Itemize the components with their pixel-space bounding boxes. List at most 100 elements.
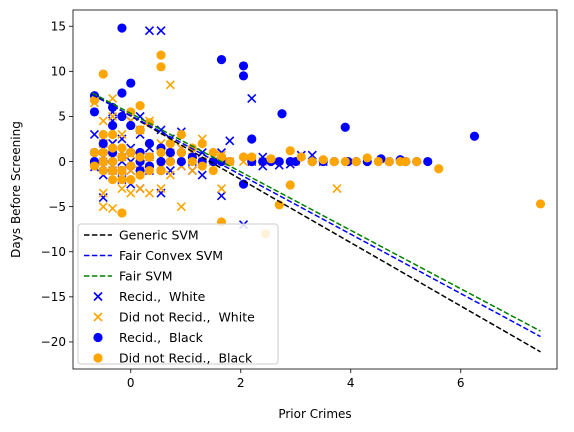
circle-marker-point [296,152,306,162]
circle-marker-point [362,153,372,163]
legend-entry-label: Fair Convex SVM [119,248,223,263]
circle-marker-point [126,147,136,158]
circle-marker-point [117,208,127,218]
circle-marker-point [277,109,287,119]
x-marker-point [126,188,136,198]
x-marker-point [156,184,166,194]
circle-marker-point [176,129,186,140]
legend-entry-label: Did not Recid., Black [119,351,253,366]
x-marker-point [117,129,127,140]
x-axis-label: Prior Crimes [278,407,351,421]
x-marker-point [332,184,342,194]
x-marker-point [247,93,257,103]
x-tick-label: 6 [457,376,465,390]
circle-marker-point [156,156,166,167]
y-tick-label: −5 [48,200,66,214]
circle-marker-point [144,138,155,149]
x-marker-point [144,188,155,198]
x-marker-point [144,26,155,36]
x-tick-label: 0 [127,376,135,390]
y-tick-label: 15 [51,20,66,34]
y-tick-label: 0 [58,155,66,169]
x-marker-point [176,202,186,212]
circle-marker-point [307,156,317,167]
x-marker-point [89,129,100,140]
x-marker-point [156,26,166,36]
circle-marker-point [238,61,249,71]
circle-marker-point [98,69,108,79]
plot-frame [72,9,558,370]
circle-marker-point [285,146,295,156]
circle-marker-point [225,156,235,167]
circle-marker-point [89,147,100,158]
circle-marker-point [208,147,218,158]
circle-marker-point [126,174,136,185]
circle-marker-point [535,199,546,209]
circle-marker-point [117,88,127,98]
circle-marker-point [98,138,108,149]
circle-marker-point [373,156,383,167]
x-marker-point [135,184,145,194]
circle-marker-point [135,152,145,162]
circle-marker-point [117,23,127,33]
circle-marker-point [117,143,127,153]
circle-marker-point [216,55,227,65]
circle-marker-point [108,165,118,176]
circle-marker-point [144,165,155,176]
circle-marker-point [165,138,175,149]
circle-marker-point [98,165,108,176]
circle-marker-point [108,120,118,131]
circle-marker-point [469,131,480,141]
circle-marker-point [266,154,276,164]
series-3 [89,50,546,239]
circle-marker-point [156,62,166,72]
circle-marker-point [144,152,155,162]
circle-marker-point [117,165,127,176]
y-tick-label: −20 [41,335,66,349]
x-marker-point [117,184,127,194]
circle-marker-point [247,152,257,162]
circle-marker-point [135,125,145,135]
x-marker-point [98,116,108,126]
x-marker-point [187,165,197,176]
circle-marker-point [176,147,186,158]
x-marker-point [98,202,108,212]
x-marker-point [225,136,235,146]
x-marker-point [108,111,118,122]
circle-marker-point [384,156,394,167]
circle-marker-point [126,120,136,131]
circle-marker-point [135,101,145,111]
x-marker-point [216,191,227,201]
legend-marker-swatch [93,353,103,363]
circle-marker-point [126,161,136,171]
circle-marker-point [258,156,268,167]
lines-layer [91,92,541,353]
circle-marker-point [285,180,295,190]
circle-marker-point [156,50,166,60]
circle-marker-point [238,71,249,81]
legend-marker-swatch [93,291,103,302]
circle-marker-point [187,156,197,167]
circle-marker-point [401,156,411,167]
circle-marker-point [117,152,127,162]
y-tick-label: 10 [51,65,66,79]
circle-marker-point [247,134,257,144]
circle-marker-point [216,152,227,162]
x-tick-label: 4 [347,376,355,390]
ticks-layer: 0 2 4 6 −20 −15 −10 −5 0 5 10 15 [41,20,465,390]
legend-entry-label: Recid., Black [119,330,204,345]
circle-marker-point [89,95,100,105]
legend-marker-swatch [93,312,103,322]
circle-marker-point [108,174,118,185]
circle-marker-point [340,122,350,132]
circle-marker-point [165,156,175,167]
circle-marker-point [208,165,218,176]
circle-marker-point [423,156,433,167]
y-tick-label: 5 [58,110,66,124]
legend-marker-swatch [93,332,103,343]
y-axis-label: Days Before Screening [9,121,23,258]
legend-entry-label: Did not Recid., White [119,310,255,325]
circle-marker-point [117,174,127,185]
x-marker-point [165,80,175,90]
circle-marker-point [176,156,186,167]
